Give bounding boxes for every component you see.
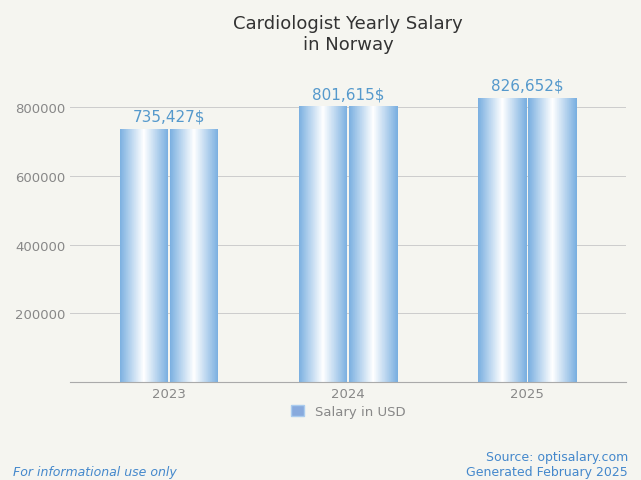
Text: 801,615$: 801,615$ <box>312 87 385 102</box>
Text: Source: optisalary.com
Generated February 2025: Source: optisalary.com Generated Februar… <box>467 450 628 478</box>
Text: 735,427$: 735,427$ <box>133 109 205 125</box>
Legend: Salary in USD: Salary in USD <box>286 399 411 423</box>
Title: Cardiologist Yearly Salary
in Norway: Cardiologist Yearly Salary in Norway <box>233 15 463 54</box>
Text: 826,652$: 826,652$ <box>491 78 563 93</box>
Text: For informational use only: For informational use only <box>13 465 176 478</box>
